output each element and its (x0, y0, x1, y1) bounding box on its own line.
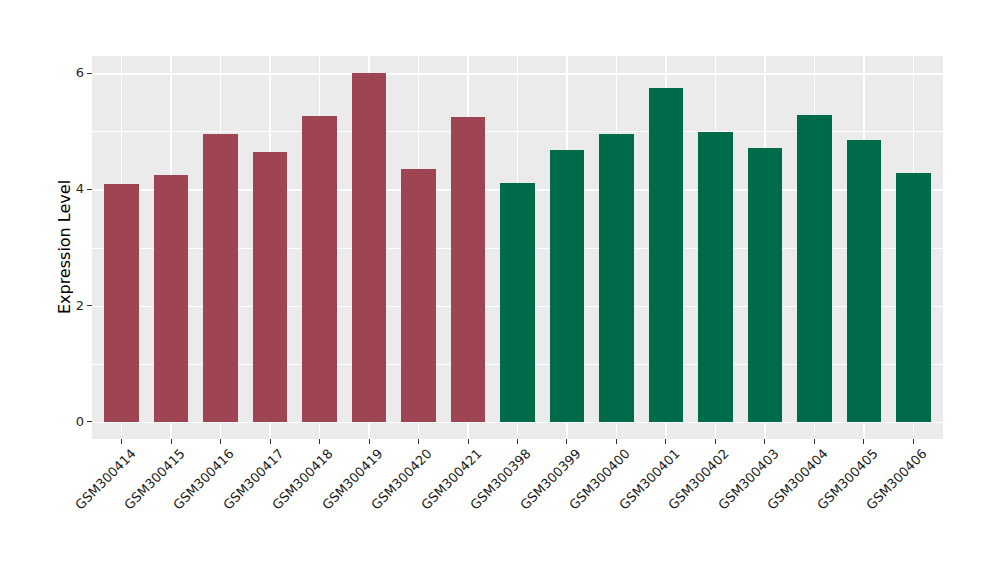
bar-GSM300399 (550, 150, 585, 422)
bar-GSM300406 (896, 173, 931, 421)
x-tick-mark (566, 439, 567, 444)
x-tick-mark (764, 439, 765, 444)
y-tick-label: 0 (0, 413, 84, 431)
x-tick-mark (369, 439, 370, 444)
bar-GSM300414 (104, 184, 139, 422)
x-tick-mark (319, 439, 320, 444)
bar-GSM300421 (451, 117, 486, 422)
x-tick-mark (121, 439, 122, 444)
bar-GSM300400 (599, 134, 634, 421)
bar-GSM300401 (649, 88, 684, 421)
y-tick-mark (87, 189, 92, 190)
bar-GSM300398 (500, 183, 535, 422)
y-tick-label: 2 (0, 297, 84, 315)
y-tick-label: 4 (0, 180, 84, 198)
x-tick-mark (616, 439, 617, 444)
bar-GSM300416 (203, 134, 238, 421)
bar-GSM300418 (302, 116, 337, 422)
y-tick-label: 6 (0, 64, 84, 82)
bar-GSM300415 (154, 175, 189, 422)
bar-GSM300403 (748, 148, 783, 421)
x-tick-mark (665, 439, 666, 444)
y-tick-mark (87, 305, 92, 306)
expression-bar-chart: Expression Level 0246GSM300414GSM300415G… (0, 0, 1000, 580)
x-tick-mark (270, 439, 271, 444)
bar-GSM300420 (401, 169, 436, 421)
y-tick-mark (87, 421, 92, 422)
plot-panel (92, 56, 943, 439)
bar-GSM300419 (352, 73, 387, 422)
bar-GSM300402 (698, 132, 733, 422)
x-tick-mark (468, 439, 469, 444)
x-tick-mark (220, 439, 221, 444)
y-tick-mark (87, 73, 92, 74)
x-tick-mark (863, 439, 864, 444)
x-tick-mark (814, 439, 815, 444)
y-axis-title: Expression Level (55, 180, 74, 314)
bar-GSM300405 (847, 140, 882, 422)
x-tick-mark (418, 439, 419, 444)
bar-GSM300417 (253, 152, 288, 422)
x-tick-mark (517, 439, 518, 444)
x-tick-mark (715, 439, 716, 444)
x-tick-mark (171, 439, 172, 444)
x-tick-mark (913, 439, 914, 444)
bar-GSM300404 (797, 115, 832, 421)
